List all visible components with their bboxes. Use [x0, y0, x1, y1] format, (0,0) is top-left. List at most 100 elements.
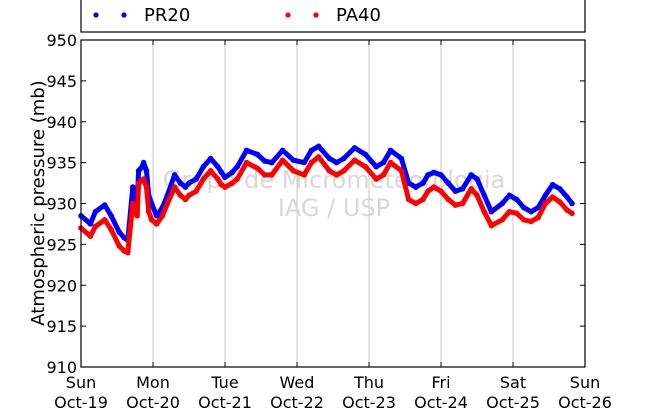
- data-point-pr20: [186, 180, 192, 186]
- tick-labels: SunOct-19MonOct-20TueOct-21WedOct-22ThuO…: [46, 31, 611, 409]
- data-point-pa40: [413, 200, 419, 207]
- data-point-pr20: [488, 208, 495, 215]
- data-point-pr20: [243, 147, 250, 154]
- x-tick-label-date: Oct-26: [558, 393, 612, 409]
- data-point-pa40: [143, 184, 150, 190]
- legend-label-pa40: PA40: [336, 5, 381, 26]
- x-tick-label-date: Oct-20: [126, 393, 180, 409]
- data-point-pr20: [474, 176, 480, 182]
- data-point-pr20: [193, 176, 199, 182]
- data-point-pa40: [315, 154, 322, 160]
- data-point-pa40: [308, 159, 315, 166]
- x-tick-label-weekday: Mon: [136, 373, 170, 392]
- data-point-pa40: [535, 214, 541, 221]
- data-point-pr20: [222, 174, 228, 181]
- watermark-line-2: IAG / USP: [278, 194, 390, 222]
- data-point-pa40: [445, 196, 452, 203]
- data-point-pa40: [398, 168, 405, 174]
- data-point-pa40: [243, 159, 250, 166]
- data-point-pr20: [380, 159, 387, 166]
- data-point-pr20: [279, 147, 286, 154]
- y-tick-label: 925: [46, 235, 77, 254]
- data-point-pa40: [186, 192, 192, 199]
- data-point-pr20: [290, 157, 297, 163]
- data-point-pr20: [341, 155, 347, 162]
- data-point-pa40: [269, 172, 275, 178]
- x-tick-label-weekday: Sat: [500, 373, 526, 392]
- data-point-pr20: [140, 159, 147, 166]
- data-point-pr20: [373, 163, 380, 170]
- data-point-pr20: [143, 168, 150, 174]
- data-point-pa40: [542, 200, 549, 207]
- legend-marker-pa40: [285, 12, 291, 18]
- data-point-pa40: [254, 165, 261, 172]
- data-point-pr20: [92, 208, 99, 215]
- y-tick-label: 920: [46, 276, 77, 295]
- y-tick-label: 930: [46, 195, 77, 214]
- legend-marker-pr20: [93, 12, 99, 18]
- data-point-pr20: [87, 221, 94, 227]
- data-point-pr20: [557, 186, 563, 192]
- data-point-pr20: [413, 184, 419, 190]
- data-point-pr20: [549, 181, 556, 188]
- series-pr20: [78, 143, 575, 244]
- data-point-pa40: [387, 159, 394, 166]
- data-point-pr20: [542, 192, 549, 199]
- data-point-pr20: [431, 169, 437, 176]
- legend-box: [80, 0, 586, 33]
- series-layer: [78, 143, 575, 256]
- data-point-pr20: [108, 213, 114, 219]
- data-point-pa40: [452, 202, 459, 208]
- data-point-pa40: [549, 194, 556, 200]
- data-point-pa40: [207, 168, 214, 174]
- data-point-pr20: [130, 184, 136, 190]
- data-point-pa40: [564, 207, 570, 213]
- legend-label-pr20: PR20: [144, 5, 190, 26]
- data-point-pr20: [468, 172, 475, 178]
- data-point-pa40: [290, 168, 297, 174]
- y-tick-label: 940: [46, 113, 77, 132]
- data-point-pr20: [135, 168, 142, 174]
- data-point-pr20: [425, 172, 431, 178]
- data-point-pa40: [341, 168, 347, 174]
- data-point-pa40: [222, 184, 228, 190]
- y-tick-label: 915: [46, 317, 77, 336]
- data-point-pr20: [351, 145, 358, 151]
- data-point-pa40: [420, 196, 426, 203]
- data-point-pa40: [425, 188, 431, 194]
- data-point-pa40: [229, 180, 235, 186]
- y-tick-label: 935: [46, 154, 77, 173]
- data-point-pa40: [569, 210, 575, 217]
- ticks: [80, 39, 586, 368]
- data-point-pa40: [159, 213, 166, 219]
- data-point-pa40: [380, 172, 387, 178]
- data-point-pr20: [229, 169, 235, 176]
- data-point-pr20: [177, 180, 184, 186]
- data-point-pa40: [499, 217, 506, 223]
- data-point-pa40: [116, 243, 122, 249]
- data-point-pr20: [315, 143, 322, 150]
- data-point-pa40: [513, 210, 520, 217]
- data-point-pr20: [102, 202, 108, 208]
- data-point-pr20: [200, 163, 207, 170]
- data-point-pa40: [373, 176, 380, 182]
- data-point-pr20: [445, 180, 452, 186]
- data-point-pr20: [218, 169, 225, 176]
- data-point-pr20: [308, 147, 315, 154]
- data-point-pa40: [521, 217, 527, 223]
- legend-item-pa40: PA40: [285, 5, 381, 26]
- y-tick-label: 945: [46, 72, 77, 91]
- data-point-pa40: [326, 168, 333, 174]
- data-point-pa40: [234, 176, 240, 182]
- legend-marker-pa40: [313, 12, 319, 18]
- x-tick-label-weekday: Fri: [431, 373, 450, 392]
- data-point-pa40: [557, 199, 563, 205]
- data-point-pa40: [431, 184, 437, 190]
- data-point-pr20: [481, 192, 488, 199]
- legend-marker-pr20: [121, 12, 127, 18]
- x-tick-label-weekday: Wed: [280, 373, 315, 392]
- data-point-pr20: [387, 147, 394, 154]
- data-point-pr20: [564, 194, 570, 200]
- data-point-pa40: [145, 208, 152, 215]
